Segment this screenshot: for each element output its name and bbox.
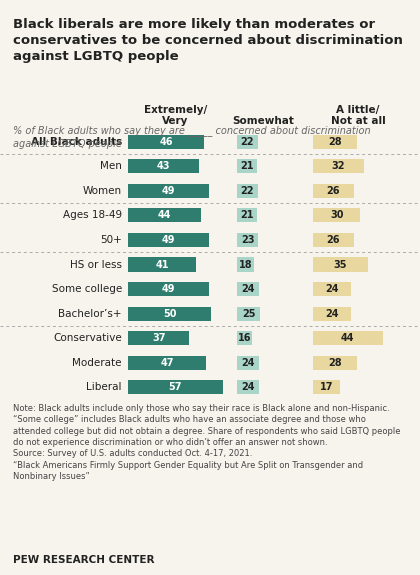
Bar: [128, 159, 200, 173]
Text: 44: 44: [158, 210, 171, 220]
Text: 46: 46: [160, 137, 173, 147]
Bar: [313, 282, 351, 296]
Text: % of Black adults who say they are _____ concerned about discrimination
against : % of Black adults who say they are _____…: [13, 125, 370, 149]
Bar: [313, 135, 357, 149]
Text: 47: 47: [160, 358, 174, 368]
Text: Black liberals are more likely than moderates or
conservatives to be concerned a: Black liberals are more likely than mode…: [13, 18, 402, 63]
Text: 16: 16: [238, 333, 252, 343]
Text: All Black adults: All Black adults: [31, 137, 122, 147]
Text: 26: 26: [327, 235, 340, 245]
Text: 43: 43: [157, 161, 171, 171]
Text: Note: Black adults include only those who say their race is Black alone and non-: Note: Black adults include only those wh…: [13, 404, 400, 481]
Bar: [237, 331, 252, 345]
Text: Somewhat: Somewhat: [233, 117, 294, 126]
Text: 28: 28: [328, 137, 342, 147]
Text: Women: Women: [83, 186, 122, 196]
Text: 35: 35: [334, 259, 347, 270]
Text: 50+: 50+: [100, 235, 122, 245]
Text: 44: 44: [341, 333, 354, 343]
Bar: [237, 135, 257, 149]
Text: 22: 22: [241, 137, 254, 147]
Bar: [313, 233, 354, 247]
Text: Conservative: Conservative: [53, 333, 122, 343]
Text: 30: 30: [330, 210, 344, 220]
Text: 37: 37: [152, 333, 165, 343]
Bar: [128, 233, 209, 247]
Text: Liberal: Liberal: [86, 382, 122, 392]
Text: 17: 17: [320, 382, 333, 392]
Text: A little/
Not at all: A little/ Not at all: [331, 105, 386, 126]
Bar: [313, 380, 340, 394]
Bar: [128, 380, 223, 394]
Bar: [313, 331, 383, 345]
Text: 25: 25: [242, 309, 255, 319]
Bar: [128, 331, 189, 345]
Text: 18: 18: [239, 259, 252, 270]
Bar: [313, 258, 368, 271]
Text: 21: 21: [240, 161, 254, 171]
Bar: [237, 380, 260, 394]
Text: 24: 24: [325, 309, 339, 319]
Bar: [313, 208, 360, 223]
Text: 24: 24: [241, 382, 255, 392]
Bar: [128, 356, 206, 370]
Text: 49: 49: [162, 186, 176, 196]
Text: 28: 28: [328, 358, 342, 368]
Bar: [128, 282, 209, 296]
Text: 32: 32: [331, 161, 345, 171]
Text: Some college: Some college: [52, 284, 122, 294]
Text: 49: 49: [162, 235, 176, 245]
Bar: [237, 208, 257, 223]
Text: Bachelor’s+: Bachelor’s+: [58, 309, 122, 319]
Bar: [237, 184, 257, 198]
Text: 41: 41: [155, 259, 169, 270]
Text: 24: 24: [241, 358, 255, 368]
Bar: [237, 306, 260, 321]
Text: 26: 26: [327, 186, 340, 196]
Text: Moderate: Moderate: [72, 358, 122, 368]
Bar: [128, 306, 211, 321]
Text: Extremely/
Very: Extremely/ Very: [144, 105, 207, 126]
Text: 21: 21: [240, 210, 254, 220]
Bar: [313, 306, 351, 321]
Text: 24: 24: [325, 284, 339, 294]
Text: 24: 24: [241, 284, 255, 294]
Text: 22: 22: [241, 186, 254, 196]
Text: 50: 50: [163, 309, 176, 319]
Text: HS or less: HS or less: [70, 259, 122, 270]
Bar: [237, 282, 260, 296]
Bar: [313, 184, 354, 198]
Text: Men: Men: [100, 161, 122, 171]
Bar: [128, 208, 201, 223]
Bar: [237, 258, 254, 271]
Bar: [128, 258, 196, 271]
Text: Ages 18-49: Ages 18-49: [63, 210, 122, 220]
Bar: [237, 159, 257, 173]
Text: 23: 23: [241, 235, 255, 245]
Bar: [313, 356, 357, 370]
Bar: [128, 184, 209, 198]
Text: PEW RESEARCH CENTER: PEW RESEARCH CENTER: [13, 555, 154, 565]
Bar: [237, 356, 260, 370]
Bar: [128, 135, 205, 149]
Bar: [313, 159, 364, 173]
Text: 57: 57: [168, 382, 182, 392]
Bar: [237, 233, 258, 247]
Text: 49: 49: [162, 284, 176, 294]
